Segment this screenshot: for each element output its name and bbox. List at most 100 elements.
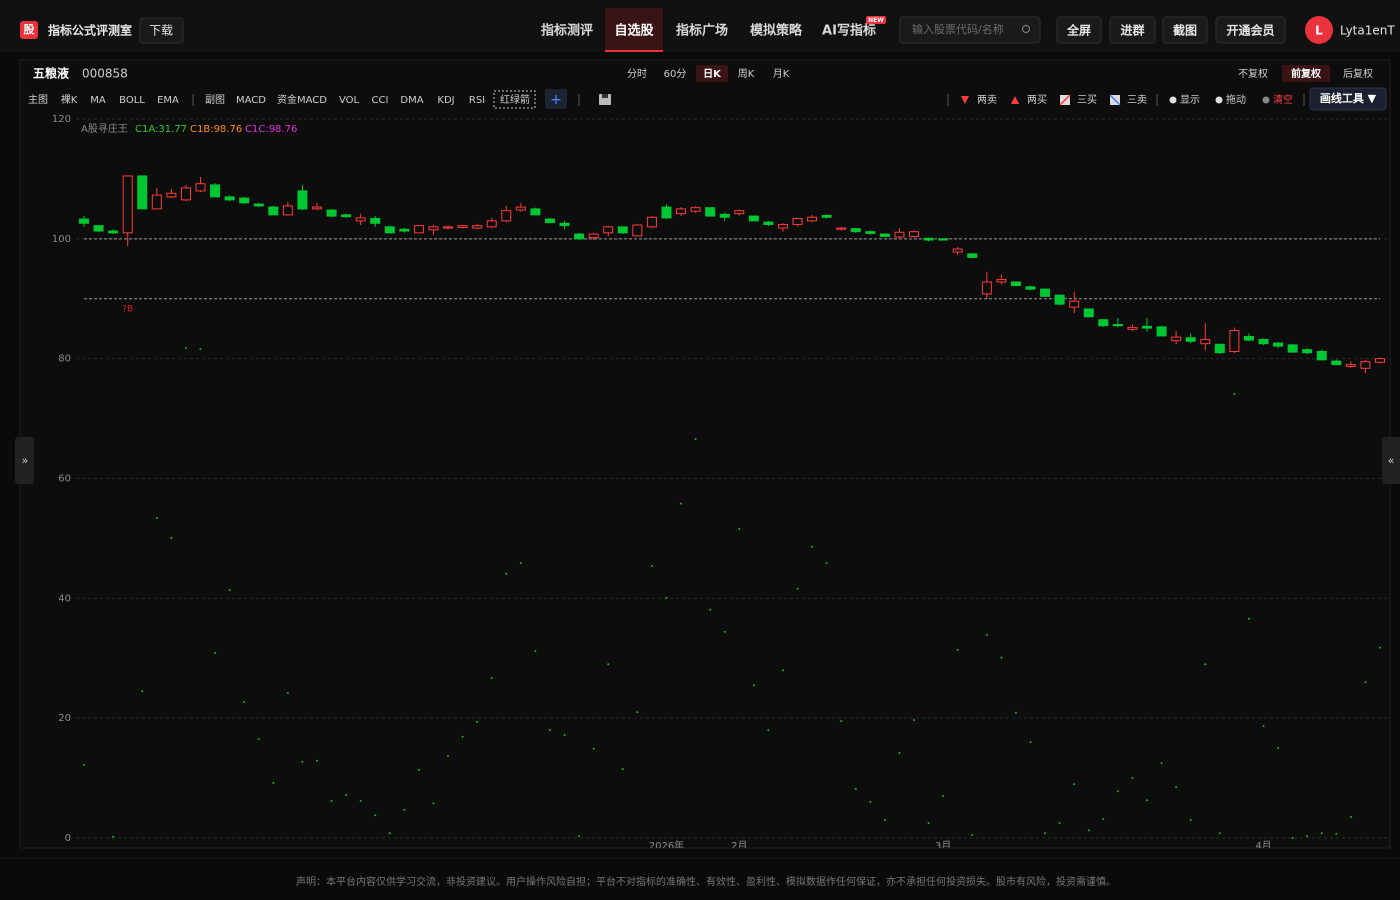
signal-icon-stroke (1109, 94, 1121, 106)
indicator-dot (417, 768, 420, 771)
download-button[interactable] (139, 17, 184, 44)
sub-indicator[interactable]: MACD (236, 95, 266, 106)
adjust-tab[interactable]: 后复权 (1343, 67, 1373, 80)
period-tab[interactable]: 分时 (627, 68, 647, 80)
signal-tool[interactable]: 两卖 (977, 94, 997, 106)
candle-body (574, 233, 585, 240)
indicator-dot (869, 801, 872, 804)
header-button[interactable] (1056, 16, 1102, 44)
collapse-handle[interactable] (1382, 437, 1400, 484)
sub-indicator[interactable]: 红绿箭 (500, 93, 530, 106)
nav-item[interactable]: 指标广场 (676, 23, 728, 39)
main-indicator[interactable]: MA (90, 95, 106, 106)
stock-name: 五粮液 (33, 66, 69, 81)
plot: 2026年 2月 3月 4月 ?B (76, 118, 1388, 848)
header-button-label[interactable]: 全屏 (1066, 23, 1091, 38)
nav-item[interactable]: 自选股 (614, 23, 653, 39)
candle-body (224, 196, 235, 201)
add-indicator-bg[interactable] (545, 89, 567, 109)
candle-body (850, 228, 861, 233)
expand-handle[interactable] (15, 437, 34, 484)
download-label[interactable]: 下载 (149, 24, 173, 38)
indicator-dot (723, 630, 726, 633)
sub-indicator[interactable]: KDJ (437, 95, 454, 106)
signal-tool[interactable]: 三买 (1077, 94, 1097, 106)
candle-body (1287, 344, 1298, 353)
indicator-dot (709, 608, 712, 611)
sub-indicator[interactable]: VOL (339, 95, 360, 106)
period-tab[interactable]: 周K (738, 68, 755, 80)
header-button[interactable] (1215, 16, 1286, 44)
tool-button[interactable]: 清空 (1273, 93, 1293, 106)
candle-body (1156, 326, 1167, 337)
candle-body (151, 194, 162, 210)
candle-body (341, 214, 352, 218)
chart-panel (19, 59, 1391, 849)
expand-icon[interactable]: » (22, 454, 29, 467)
draw-tools[interactable]: 画线工具 ▼ (1320, 91, 1377, 105)
signal-tool[interactable]: 两买 (1027, 94, 1047, 106)
signal-tool[interactable]: 三卖 (1127, 94, 1147, 106)
main-indicator[interactable]: 裸K (61, 93, 78, 106)
indicator-dot (854, 787, 857, 790)
search-box[interactable] (899, 16, 1041, 44)
indicator-dot (1233, 393, 1236, 396)
main-indicator[interactable]: EMA (157, 95, 179, 106)
indicator-dot (330, 799, 333, 802)
indicator-dot (548, 729, 551, 732)
indicator-dot (519, 561, 522, 564)
add-indicator[interactable]: + (550, 92, 562, 108)
candle-body (1375, 358, 1385, 363)
candle-body (384, 226, 395, 234)
header-button-label[interactable]: 进群 (1120, 23, 1144, 38)
header-button[interactable] (1162, 16, 1208, 44)
indicator-dot (592, 747, 595, 750)
period-tab[interactable]: 月K (773, 68, 790, 80)
nav-item[interactable]: 模拟策略 (750, 23, 803, 39)
tool-button[interactable]: 显示 (1180, 94, 1200, 106)
adjust-tab[interactable]: 不复权 (1238, 67, 1268, 80)
search-icon[interactable] (1022, 25, 1030, 33)
header-button-label[interactable]: 开通会员 (1226, 23, 1274, 38)
search-placeholder[interactable]: 输入股票代码/名称 (912, 22, 1004, 36)
avatar-circle[interactable] (1305, 16, 1333, 44)
candle-body (777, 223, 788, 229)
indicator-dot (796, 587, 799, 590)
signal-icon-stroke (1059, 94, 1071, 106)
draw-tools-bg[interactable] (1309, 87, 1387, 111)
signal-icon (1011, 96, 1019, 104)
candle-body (544, 218, 555, 224)
main-indicator[interactable]: BOLL (119, 95, 145, 106)
candle-body (326, 209, 337, 217)
y-tick-label: 100 (52, 234, 71, 245)
candle-body (1360, 361, 1371, 369)
tool-button[interactable]: 拖动 (1226, 93, 1246, 106)
indicator-dot (1029, 741, 1032, 744)
candle-body (1302, 349, 1313, 354)
y-tick-label: 80 (58, 354, 71, 365)
candle-body (807, 216, 818, 222)
period-tab[interactable]: 日K (703, 68, 722, 80)
sub-indicator[interactable]: RSI (469, 95, 485, 106)
username[interactable]: Lyta1enT (1340, 24, 1395, 38)
header-button[interactable] (1109, 16, 1156, 44)
candle-body (705, 207, 716, 217)
sub-indicator[interactable]: 资金MACD (277, 93, 327, 106)
sub-indicator[interactable]: DMA (400, 95, 423, 106)
adjust-tab[interactable]: 前复权 (1291, 67, 1322, 80)
nav-item[interactable]: 指标测评 (541, 23, 593, 39)
header-button-label[interactable]: 截图 (1173, 23, 1197, 38)
candle-body (122, 175, 133, 234)
indicator-dot (1146, 799, 1149, 802)
period-tab[interactable]: 60分 (664, 68, 687, 80)
signal-icon (961, 96, 969, 104)
avatar[interactable]: L (1315, 24, 1323, 38)
sub-indicator[interactable]: 副图 (205, 94, 225, 106)
sub-indicator[interactable]: CCI (372, 95, 389, 106)
collapse-icon[interactable]: « (1388, 454, 1395, 467)
main-indicator[interactable]: 主图 (28, 94, 48, 106)
candle-body (748, 215, 759, 222)
candle-body (137, 175, 148, 210)
candle-body (413, 225, 424, 234)
nav-item[interactable]: AI写指标 (822, 23, 876, 39)
